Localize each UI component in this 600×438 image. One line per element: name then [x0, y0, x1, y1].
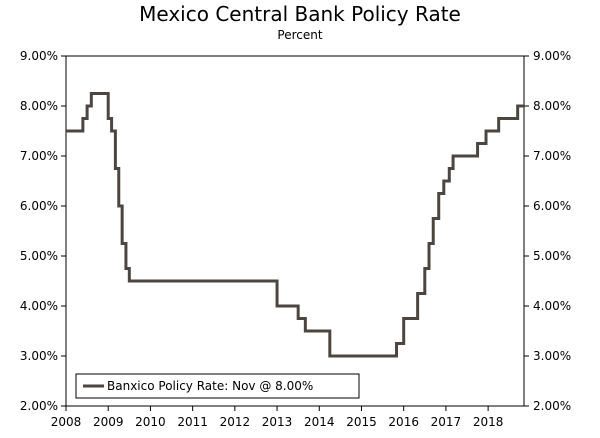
y-tick-label-left: 5.00%	[20, 249, 58, 263]
y-tick-label-right: 5.00%	[533, 249, 571, 263]
y-tick-label-right: 2.00%	[533, 399, 571, 413]
y-tick-label-right: 8.00%	[533, 99, 571, 113]
x-tick-label: 2016	[388, 415, 419, 429]
y-tick-label-right: 6.00%	[533, 199, 571, 213]
x-tick-label: 2008	[51, 415, 82, 429]
x-tick-label: 2011	[177, 415, 208, 429]
x-tick-label: 2012	[220, 415, 251, 429]
x-tick-label: 2013	[262, 415, 293, 429]
y-tick-label-left: 7.00%	[20, 149, 58, 163]
y-tick-label-right: 3.00%	[533, 349, 571, 363]
chart-title: Mexico Central Bank Policy Rate	[139, 2, 461, 26]
legend-box	[75, 373, 360, 399]
plot-frame	[65, 55, 525, 407]
legend-label: Banxico Policy Rate: Nov @ 8.00%	[107, 379, 313, 393]
legend: Banxico Policy Rate: Nov @ 8.00%	[75, 373, 360, 399]
x-tick-label: 2010	[135, 415, 166, 429]
y-tick-label-left: 4.00%	[20, 299, 58, 313]
y-tick-label-right: 4.00%	[533, 299, 571, 313]
x-tick-label: 2015	[346, 415, 377, 429]
y-tick-label-left: 2.00%	[20, 399, 58, 413]
y-tick-label-right: 7.00%	[533, 149, 571, 163]
x-tick-label: 2014	[304, 415, 335, 429]
y-tick-label-left: 8.00%	[20, 99, 58, 113]
y-tick-label-left: 9.00%	[20, 49, 58, 63]
series-line	[66, 92, 524, 358]
y-tick-label-left: 6.00%	[20, 199, 58, 213]
x-tick-label: 2009	[93, 415, 124, 429]
chart-subtitle: Percent	[277, 28, 323, 42]
x-tick-label: 2018	[473, 415, 504, 429]
x-tick-label: 2017	[431, 415, 462, 429]
y-tick-label-right: 9.00%	[533, 49, 571, 63]
y-tick-label-left: 3.00%	[20, 349, 58, 363]
